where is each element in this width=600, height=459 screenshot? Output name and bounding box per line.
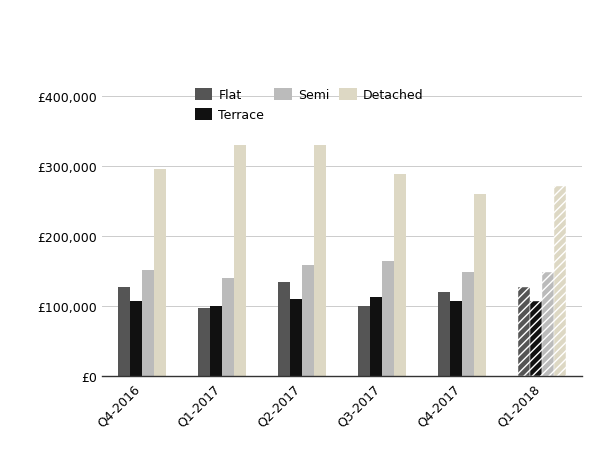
Bar [554,186,566,376]
Bar [222,279,234,376]
Bar [530,302,542,376]
Bar [462,273,474,376]
Bar [474,195,486,376]
Bar [518,287,530,376]
Bar [358,307,370,376]
Bar [382,261,394,376]
Bar [370,297,382,376]
Legend: Flat, Terrace, Semi, Detached: Flat, Terrace, Semi, Detached [194,89,424,122]
Bar [118,287,130,376]
Bar [234,146,246,376]
Bar [302,266,314,376]
Bar [438,292,450,376]
Bar [210,307,222,376]
Bar [314,146,326,376]
Bar [198,308,210,376]
Bar [130,302,142,376]
Bar [154,170,166,376]
Bar [142,270,154,376]
Bar [278,282,290,376]
Bar [394,175,406,376]
Bar [290,299,302,376]
Bar [542,273,554,376]
Bar [450,302,462,376]
